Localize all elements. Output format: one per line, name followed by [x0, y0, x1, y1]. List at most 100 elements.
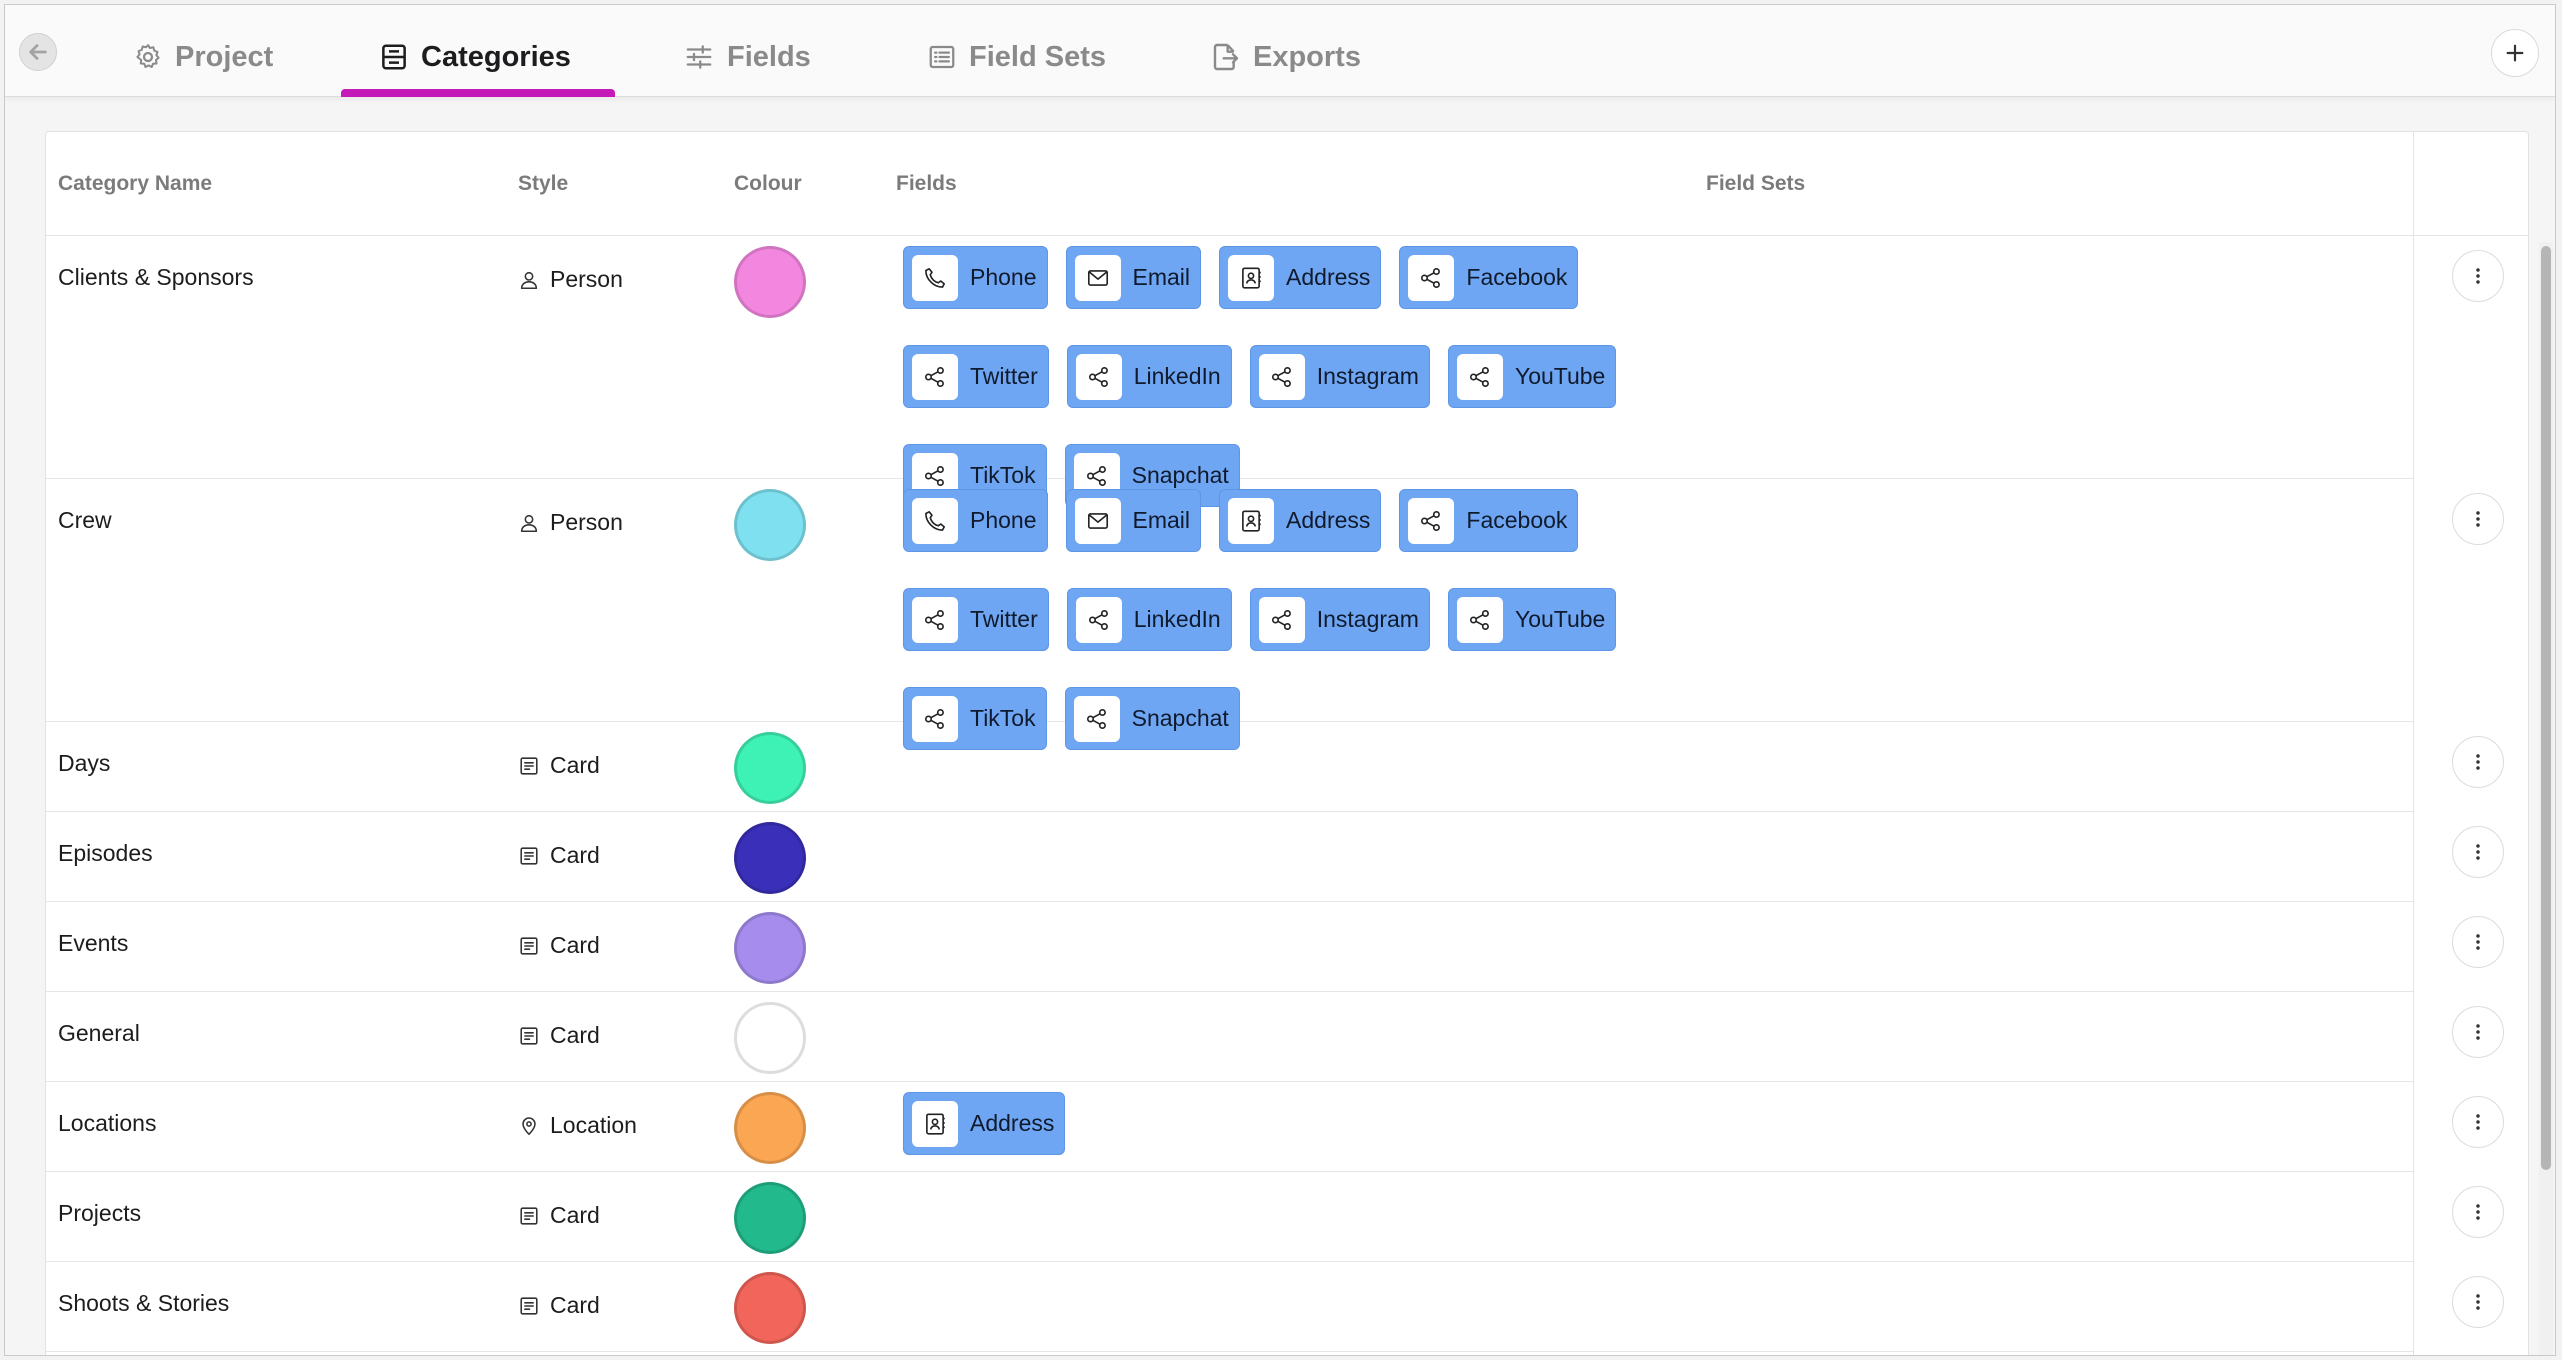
colour-swatch[interactable]: [734, 489, 806, 561]
field-chip[interactable]: Address: [1219, 246, 1382, 309]
colour-swatch[interactable]: [734, 912, 806, 984]
row-more-button[interactable]: [2452, 250, 2504, 302]
field-chip-label: YouTube: [1514, 363, 1606, 389]
vertical-scrollbar[interactable]: [2539, 242, 2553, 1355]
field-chip[interactable]: LinkedIn: [1066, 345, 1232, 408]
field-chip-label: LinkedIn: [1133, 363, 1221, 389]
header-fields: Fields: [896, 172, 957, 195]
card-icon: [518, 1025, 540, 1047]
categories-table: Category Name Style Colour Fields Field …: [45, 131, 2553, 1355]
category-style-label: Card: [550, 932, 600, 958]
card-icon: [518, 1205, 540, 1227]
row-more-button[interactable]: [2452, 1006, 2504, 1058]
category-style: Card: [518, 1292, 600, 1319]
field-chip[interactable]: YouTube: [1447, 588, 1617, 651]
table-row[interactable]: Episodes Card: [46, 812, 2413, 902]
tab-exports-label: Exports: [1253, 40, 1361, 73]
card-icon: [518, 845, 540, 867]
colour-swatch[interactable]: [734, 822, 806, 894]
tab-field-sets[interactable]: Field Sets: [927, 35, 1106, 79]
table-row[interactable]: Shoots & Stories Card: [46, 1262, 2413, 1352]
field-chip-label: LinkedIn: [1133, 606, 1221, 632]
tab-exports[interactable]: Exports: [1209, 35, 1361, 79]
field-chip-label: Email: [1132, 507, 1191, 533]
contact-card-icon: [1228, 254, 1275, 301]
field-chip[interactable]: Phone: [903, 246, 1048, 309]
row-more-button[interactable]: [2452, 493, 2504, 545]
tab-field-sets-label: Field Sets: [969, 40, 1106, 73]
field-chip-label: Twitter: [970, 363, 1038, 389]
more-vertical-icon: [2476, 1294, 2480, 1310]
field-chip-label: Email: [1132, 264, 1191, 290]
colour-swatch[interactable]: [734, 732, 806, 804]
field-chip-label: Address: [1286, 507, 1371, 533]
field-chip[interactable]: Facebook: [1399, 246, 1579, 309]
field-chip[interactable]: Twitter: [903, 345, 1049, 408]
share-icon: [912, 695, 958, 742]
table-row[interactable]: General Card: [46, 992, 2413, 1082]
pin-icon: [518, 1115, 540, 1137]
tab-fields[interactable]: Fields: [683, 35, 811, 79]
field-chip[interactable]: Phone: [903, 489, 1048, 552]
tab-project[interactable]: Project: [133, 35, 273, 79]
category-name: General: [58, 1020, 140, 1046]
table-row[interactable]: Projects Card: [46, 1172, 2413, 1262]
category-style-label: Card: [550, 1202, 600, 1228]
table-row[interactable]: Events Card: [46, 902, 2413, 992]
colour-swatch[interactable]: [734, 1272, 806, 1344]
category-style: Card: [518, 932, 600, 959]
share-icon: [1258, 596, 1305, 643]
category-name: Projects: [58, 1200, 142, 1226]
field-chip-label: YouTube: [1514, 606, 1606, 632]
field-chip[interactable]: YouTube: [1447, 345, 1617, 408]
scrollbar-thumb[interactable]: [2541, 246, 2551, 1170]
field-chip[interactable]: Facebook: [1399, 489, 1579, 552]
table-row[interactable]: Crew Person Phone Email Address Facebook Twitt…: [46, 479, 2413, 750]
table-row[interactable]: Days Card: [46, 722, 2413, 812]
row-more-button[interactable]: [2452, 826, 2504, 878]
field-chip-label: Address: [1286, 264, 1371, 290]
field-chip[interactable]: Snapchat: [1064, 687, 1240, 750]
tab-categories[interactable]: Categories: [379, 35, 571, 79]
row-more-button[interactable]: [2452, 1186, 2504, 1238]
field-chip-label: Facebook: [1466, 264, 1568, 290]
field-chip[interactable]: Twitter: [903, 588, 1049, 651]
category-name: Events: [58, 930, 129, 956]
table-row[interactable]: Locations Location Address: [46, 1082, 2413, 1172]
field-chip[interactable]: LinkedIn: [1066, 588, 1232, 651]
back-button[interactable]: [19, 33, 57, 71]
share-icon: [1075, 353, 1122, 400]
plus-icon: [2506, 44, 2524, 62]
row-more-button[interactable]: [2452, 736, 2504, 788]
field-chip-label: Snapchat: [1131, 462, 1229, 488]
table-row[interactable]: Clients & Sponsors Person Phone Email Addres…: [46, 236, 2413, 507]
field-chip[interactable]: Instagram: [1249, 588, 1430, 651]
active-tab-indicator: [341, 89, 615, 97]
field-chip[interactable]: Address: [1219, 489, 1382, 552]
field-chip[interactable]: TikTok: [903, 687, 1047, 750]
field-chip[interactable]: Email: [1065, 489, 1202, 552]
tab-project-label: Project: [175, 40, 274, 73]
field-chip[interactable]: Address: [903, 1092, 1066, 1155]
colour-swatch[interactable]: [734, 1092, 806, 1164]
field-chip-label: Facebook: [1466, 507, 1568, 533]
share-icon: [1408, 497, 1455, 544]
card-icon: [518, 935, 540, 957]
gear-icon: [136, 44, 160, 68]
field-chip-label: Phone: [970, 507, 1037, 533]
phone-icon: [912, 254, 958, 301]
category-style-label: Card: [550, 752, 600, 778]
more-vertical-icon: [2476, 1114, 2480, 1130]
row-more-button[interactable]: [2452, 916, 2504, 968]
field-chip[interactable]: Email: [1065, 246, 1202, 309]
colour-swatch[interactable]: [734, 1182, 806, 1254]
row-more-button[interactable]: [2452, 1096, 2504, 1148]
colour-swatch[interactable]: [734, 246, 806, 318]
row-more-button[interactable]: [2452, 1276, 2504, 1328]
colour-swatch[interactable]: [734, 1002, 806, 1074]
more-vertical-icon: [2476, 1024, 2480, 1040]
add-category-button[interactable]: [2491, 29, 2539, 77]
contact-card-icon: [1228, 497, 1275, 544]
more-vertical-icon: [2476, 511, 2480, 527]
field-chip[interactable]: Instagram: [1249, 345, 1430, 408]
